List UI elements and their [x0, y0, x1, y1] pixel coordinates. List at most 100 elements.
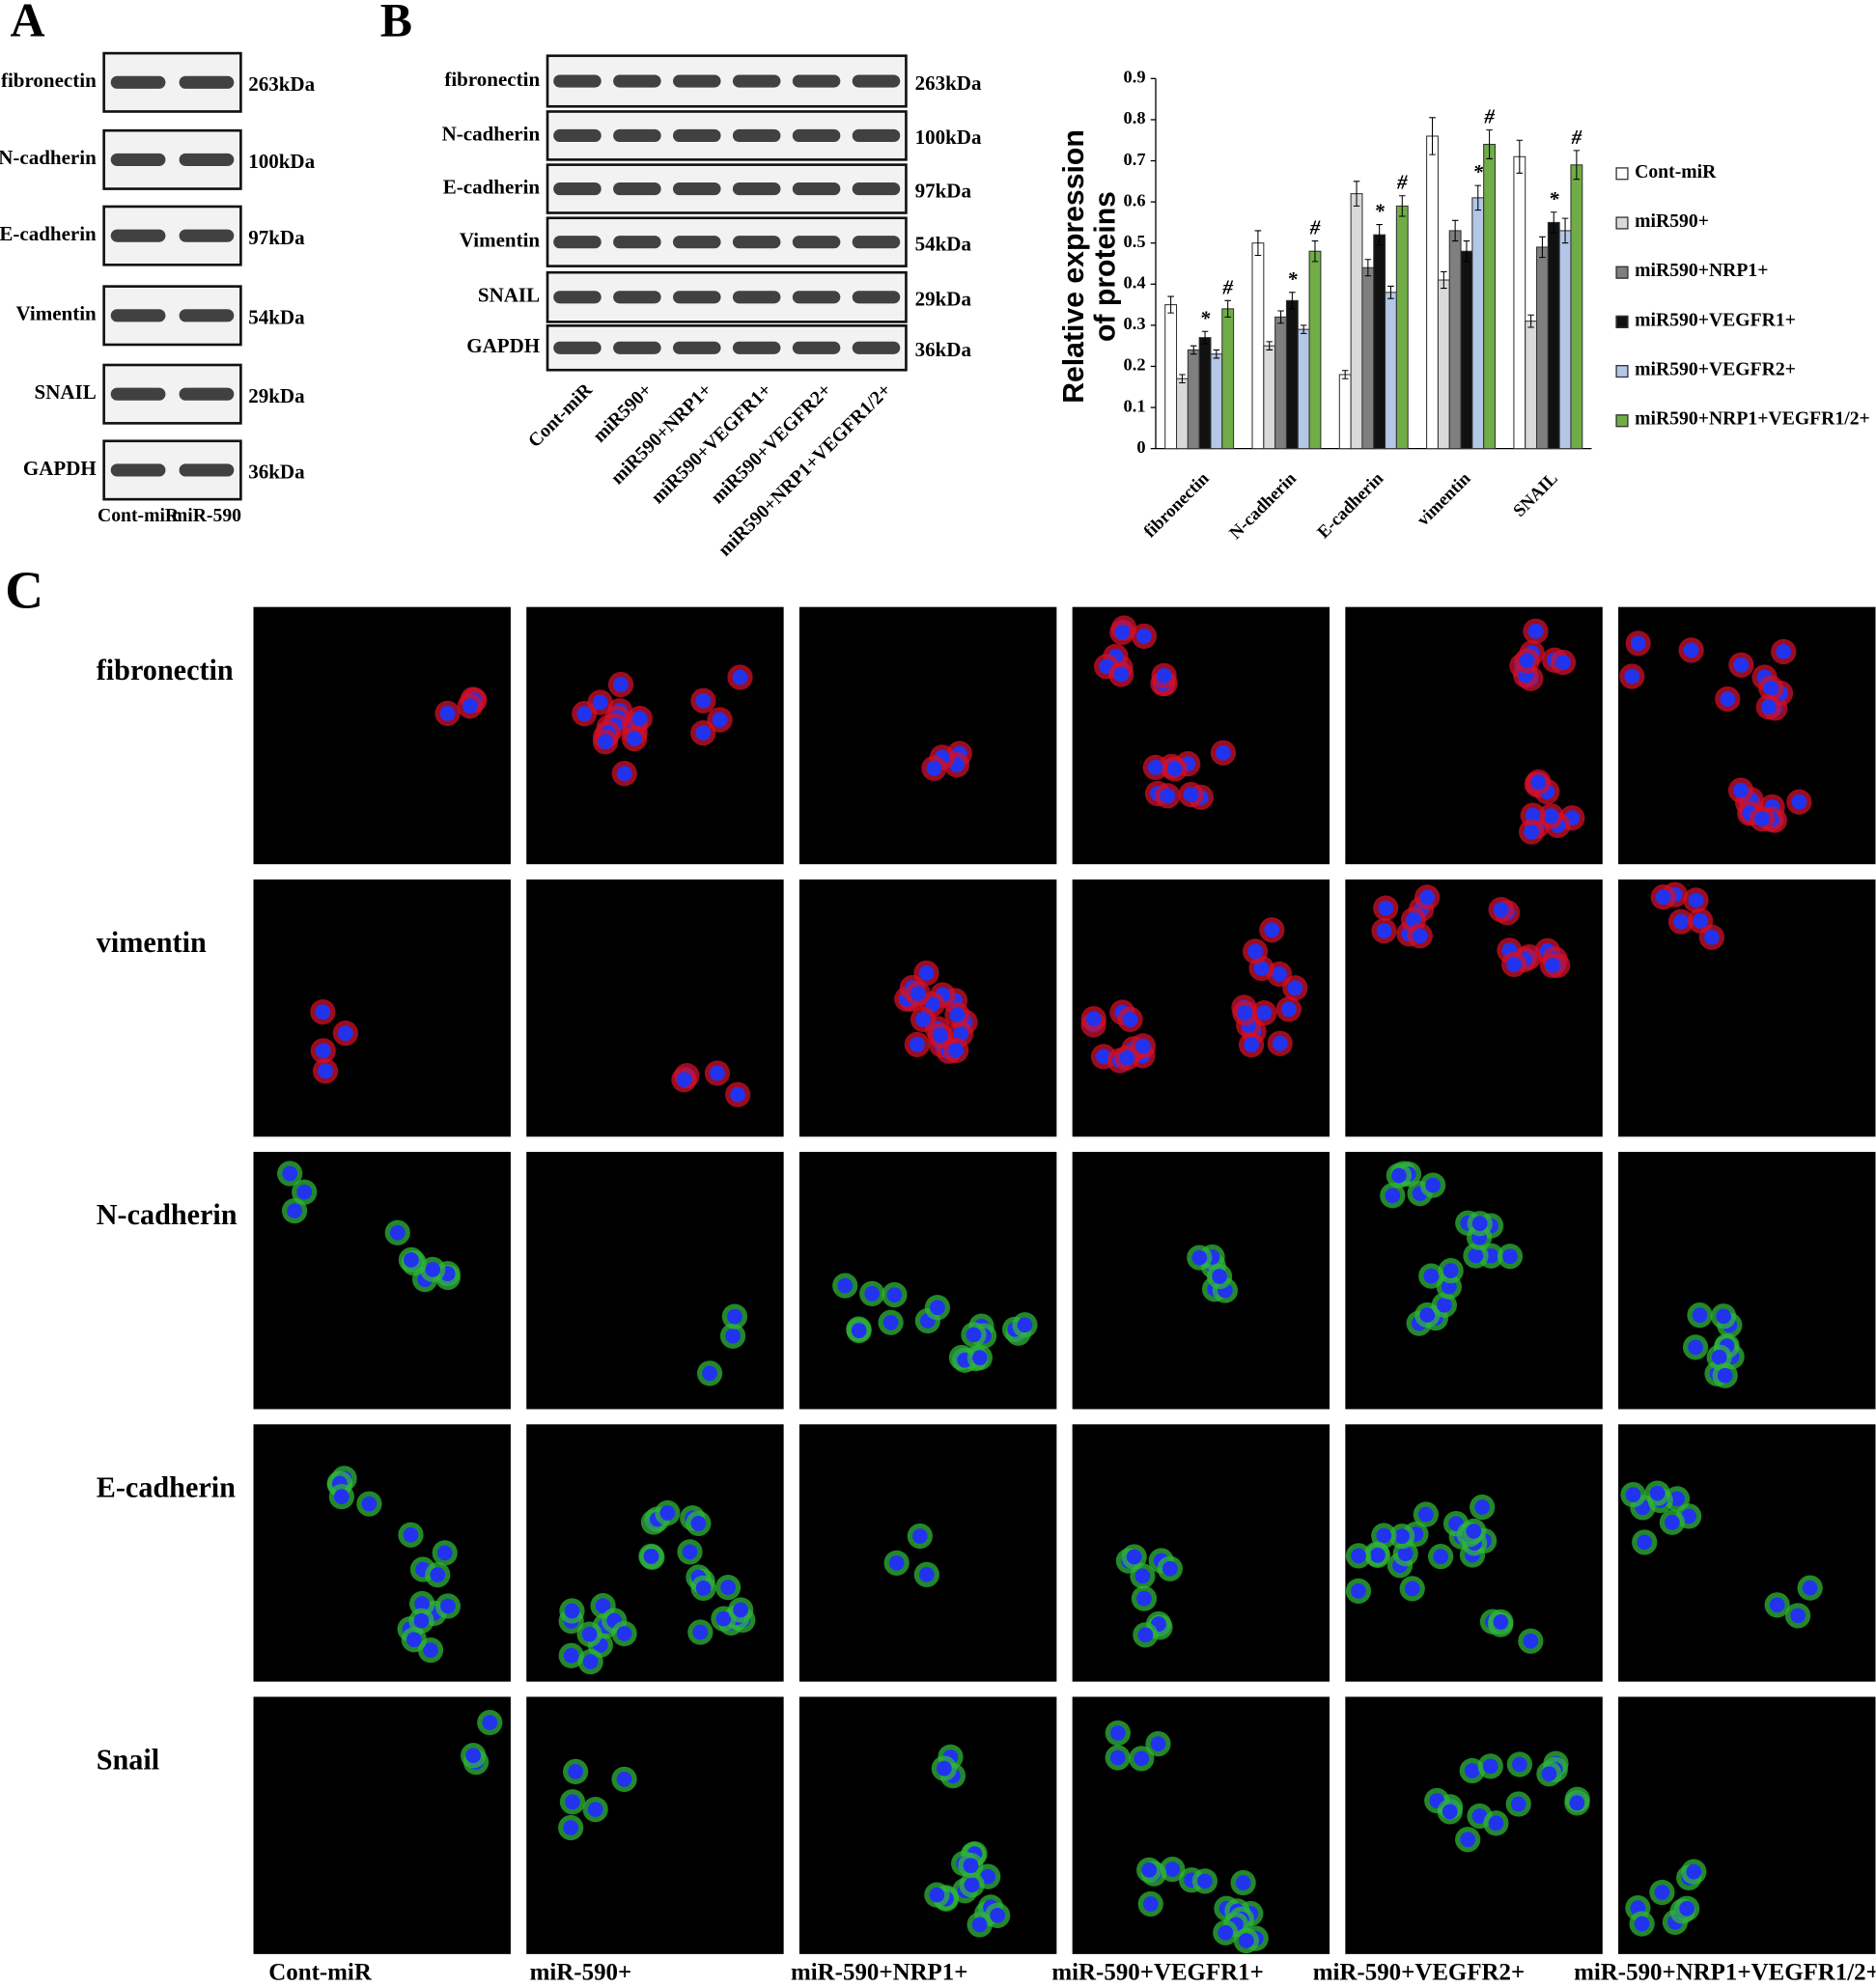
nucleus: [1351, 1582, 1366, 1599]
bar: [1308, 250, 1322, 450]
legend-swatch: [1615, 167, 1629, 181]
nucleus: [565, 1794, 580, 1810]
micrograph: [798, 606, 1057, 865]
protein-label: GAPDH: [23, 457, 97, 480]
nucleus: [1665, 1514, 1680, 1530]
bar: [1176, 378, 1189, 450]
nucleus: [1624, 668, 1640, 685]
blot-band: [673, 128, 721, 142]
nucleus: [1460, 1832, 1476, 1848]
nucleus: [1166, 761, 1183, 777]
nucleus: [1156, 667, 1172, 684]
blot-band: [553, 182, 602, 196]
nucleus: [564, 1603, 580, 1619]
error-bar: [1167, 295, 1174, 314]
blot-band: [110, 463, 166, 477]
legend-swatch: [1615, 365, 1629, 378]
blot-band: [553, 291, 602, 304]
error-bar: [1277, 310, 1284, 324]
blot-band: [792, 128, 841, 142]
nucleus: [1253, 961, 1270, 976]
bar: [1210, 353, 1223, 450]
nucleus: [1474, 1499, 1491, 1515]
nucleus: [695, 1581, 712, 1596]
protein-label: Vimentin: [16, 302, 98, 325]
column-label: miR-590+: [530, 1960, 632, 1986]
nucleus: [1625, 1487, 1641, 1503]
blot-band: [179, 309, 235, 322]
nucleus: [1442, 1263, 1459, 1279]
nucleus: [886, 1287, 903, 1303]
y-tick-label: 0.4: [1124, 273, 1146, 293]
micrograph: [1072, 1152, 1330, 1410]
nucleus: [333, 1489, 350, 1505]
nucleus: [1137, 1627, 1154, 1643]
blot-band: [673, 291, 721, 304]
nucleus: [682, 1544, 698, 1560]
error-bar: [1224, 299, 1231, 318]
error-bar: [1451, 219, 1459, 242]
x-tick-label: vimentin: [1414, 468, 1474, 529]
significance-marker: #: [1221, 275, 1233, 298]
legend-entry: miR590+NRP1+VEGFR1/2+: [1615, 409, 1875, 459]
x-tick-label: N-cadherin: [1225, 468, 1300, 543]
nucleus: [1703, 929, 1720, 945]
blot-band: [179, 229, 235, 242]
micrograph: [253, 606, 511, 865]
nucleus: [712, 712, 728, 728]
error-bar: [1341, 370, 1349, 379]
nucleus: [1523, 1633, 1539, 1649]
legend-label: miR590+: [1635, 211, 1709, 233]
error-bar: [1399, 195, 1406, 217]
nucleus: [1272, 1035, 1288, 1051]
blot-band: [852, 74, 901, 88]
nucleus: [966, 1327, 982, 1343]
error-bar: [1573, 150, 1581, 181]
nucleus: [1287, 980, 1303, 996]
nucleus: [1679, 1900, 1695, 1917]
nucleus: [690, 1516, 707, 1531]
bar: [1198, 337, 1212, 450]
protein-label: SNAIL: [478, 284, 540, 307]
blot-band: [792, 291, 841, 304]
significance-marker: *: [1374, 200, 1385, 223]
nucleus: [1527, 623, 1544, 639]
nucleus: [1162, 1560, 1178, 1577]
size-label: 263kDa: [915, 71, 982, 95]
bar: [1361, 266, 1375, 450]
blot-band: [613, 74, 661, 88]
size-label: 36kDa: [248, 461, 305, 484]
nucleus: [1791, 794, 1807, 810]
blot-band: [732, 128, 781, 142]
nucleus: [1493, 902, 1509, 918]
row-label: fibronectin: [97, 654, 234, 686]
nucleus: [1141, 1861, 1158, 1878]
size-label: 263kDa: [248, 72, 315, 96]
nucleus: [296, 1184, 313, 1200]
blot-band: [732, 291, 781, 304]
nucleus: [915, 1012, 931, 1027]
nucleus: [1471, 1216, 1488, 1232]
blot-band: [179, 387, 235, 401]
blot-band: [732, 341, 781, 354]
blot-band: [613, 182, 661, 196]
nucleus: [953, 1025, 968, 1042]
significance-marker: *: [1200, 306, 1211, 329]
column-label: miR-590+NRP1+VEGFR1/2+: [1574, 1960, 1875, 1986]
legend-swatch: [1615, 315, 1629, 328]
nucleus: [465, 1748, 482, 1764]
nucleus: [563, 1647, 579, 1664]
protein-label: N-cadherin: [442, 122, 541, 145]
nucleus: [616, 1626, 632, 1641]
blot-box: [546, 324, 908, 372]
micrograph: [1618, 1152, 1876, 1410]
column-label: Cont-miR: [268, 1960, 373, 1986]
y-tick-label: 0: [1136, 437, 1145, 457]
error-bar: [1441, 270, 1447, 290]
legend: Cont-miR miR590+ miR590+NRP1+ miR590+VEGFR1…: [1615, 162, 1875, 459]
legend-entry: miR590+NRP1+: [1615, 261, 1875, 310]
blot-band: [673, 74, 721, 88]
nucleus: [413, 1612, 430, 1629]
nucleus: [1630, 635, 1646, 652]
panel-label: B: [380, 0, 412, 47]
